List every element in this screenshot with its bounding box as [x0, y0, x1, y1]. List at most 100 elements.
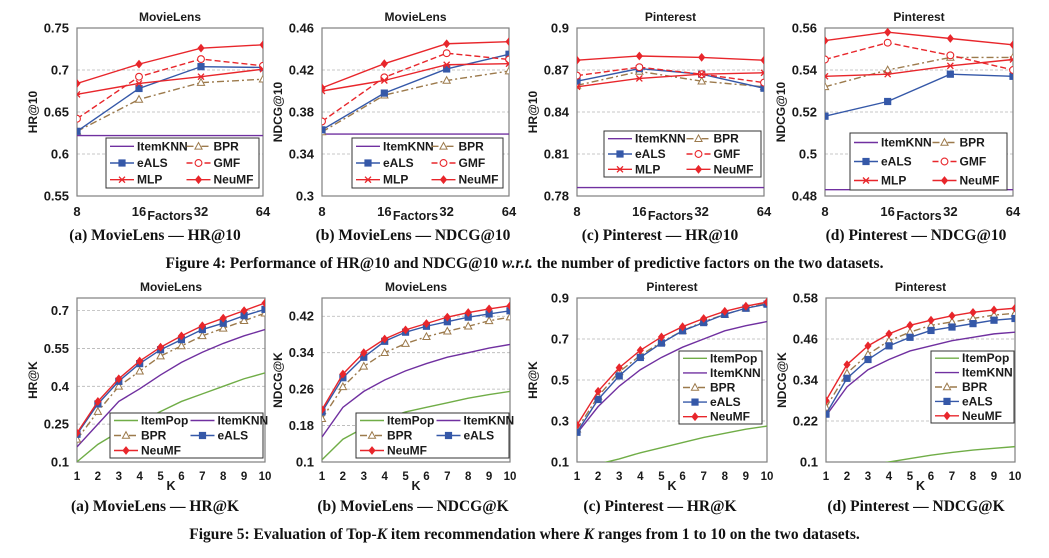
diamond-marker [700, 314, 708, 323]
square-marker [443, 65, 451, 73]
diamond-marker [946, 34, 954, 43]
y-tick-label: 0.1 [551, 455, 569, 470]
triangle-marker [504, 66, 509, 75]
x-marker [364, 176, 372, 184]
x-marker [1009, 56, 1013, 63]
legend-label: NeuMF [710, 410, 750, 424]
triangle-marker [135, 366, 145, 375]
square-marker [826, 410, 830, 418]
square-marker [118, 159, 126, 167]
square-marker [906, 333, 914, 341]
legend-label: ItemKNN [635, 132, 686, 146]
square-marker [927, 326, 935, 335]
triangle-marker [121, 430, 131, 439]
triangle-marker [134, 94, 144, 103]
series-group [322, 301, 510, 461]
legend-label: eALS [881, 155, 912, 169]
y-tick-label: 0.34 [289, 147, 315, 162]
legend-item-NeuMF: NeuMF [114, 444, 181, 458]
legend-label: eALS [464, 429, 495, 443]
circle-marker [1009, 66, 1013, 74]
legend-label: ItemKNN [881, 136, 932, 150]
series-line-eALS [77, 65, 263, 132]
legend-label: eALS [635, 147, 666, 161]
legend-label: BPR [214, 139, 240, 153]
x-tick-label: 1 [574, 471, 581, 483]
x-tick-label: 2 [844, 471, 850, 483]
x-tick-label: 3 [865, 471, 871, 483]
diamond-marker [485, 304, 493, 314]
x-marker [135, 79, 143, 87]
diamond-marker [194, 175, 203, 185]
legend-label: eALS [218, 429, 249, 443]
chart-4: 0.48 0.5 0.52 0.54 0.56 8 16 32 64 Pinterest Facto… [774, 10, 1021, 223]
x-marker [77, 90, 81, 98]
x-axis-label: K [916, 479, 925, 493]
legend-label: MLP [881, 174, 906, 188]
diamond-marker [401, 325, 410, 335]
series-line-ItemKNN [322, 343, 510, 438]
caption-4d: (d) Pinterest — NDCG@10 [825, 227, 1007, 244]
legend-item-eALS: eALS [854, 155, 912, 169]
x-marker [884, 70, 892, 78]
x-tick-label: 16 [632, 204, 646, 219]
x-marker [635, 74, 643, 82]
diamond-marker [259, 40, 263, 50]
square-marker [616, 150, 624, 158]
legend-item-GMF: GMF [686, 147, 740, 161]
triangle-marker [505, 312, 510, 321]
x-tick-label: 32 [694, 204, 708, 219]
legend-label: BPR [387, 429, 413, 443]
series-line-MLP [577, 72, 764, 88]
square-marker [636, 353, 644, 362]
circle-marker [259, 61, 263, 70]
legend-item-MLP: MLP [608, 162, 660, 176]
diamond-marker [322, 405, 326, 415]
square-marker [360, 353, 368, 361]
legend-label: NeuMF [962, 409, 1002, 423]
x-tick-label: 32 [439, 204, 453, 219]
x-tick-label: 8 [573, 204, 580, 219]
x-axis-label: K [411, 479, 420, 493]
series-line-ItemPop [603, 425, 767, 462]
chart-title: Pinterest [893, 10, 944, 24]
legend-label: ItemPop [141, 414, 188, 428]
legend-label: NeuMF [214, 173, 254, 187]
series-line-eALS [825, 73, 1013, 117]
legend-label: GMF [459, 156, 486, 170]
legend: ItemKNN BPR eALS GMF MLP NeuMF [105, 137, 260, 189]
x-tick-label: 1 [823, 471, 830, 483]
square-marker [577, 428, 581, 436]
circle-marker [77, 114, 81, 123]
legend-item-eALS: eALS [190, 429, 249, 443]
diamond-marker [694, 164, 703, 174]
legend-label: eALS [137, 156, 168, 170]
triangle-marker [114, 381, 124, 390]
y-tick-label: 0.42 [289, 63, 314, 78]
x-axis-label: Factors [648, 209, 693, 223]
y-axis-label: NDCG@10 [774, 81, 788, 142]
chart-title: MovieLens [139, 10, 201, 24]
x-tick-label: 32 [943, 204, 957, 219]
diamond-marker [884, 28, 892, 37]
diamond-marker [927, 315, 935, 325]
legend-label: ItemPop [710, 351, 757, 365]
legend-item-BPR: BPR [686, 132, 739, 146]
diamond-marker [864, 341, 872, 351]
legend-label: BPR [710, 381, 736, 395]
x-tick-label: 5 [658, 471, 665, 483]
x-tick-label: 6 [423, 471, 429, 483]
y-tick-label: 0.18 [289, 418, 314, 433]
x-tick-label: 8 [722, 471, 729, 483]
legend-label: BPR [459, 139, 485, 153]
chart-5: 0.1 0.25 0.4 0.55 0.7 1 2 3 4 5 6 7 8 9 10 MovieLens K HR… [26, 280, 271, 493]
series-line-BPR [77, 78, 263, 132]
diamond-marker [177, 331, 186, 341]
diamond-marker [969, 307, 977, 317]
chart-3: 0.78 0.81 0.84 0.87 0.9 8 16 32 64 Pinterest Facto… [526, 10, 772, 223]
chart-2: 0.3 0.34 0.38 0.42 0.46 8 16 32 64 MovieLens Facto… [271, 10, 517, 223]
square-marker [864, 355, 872, 364]
triangle-marker [239, 315, 249, 325]
x-marker [197, 73, 205, 81]
y-tick-label: 0.42 [289, 309, 314, 324]
